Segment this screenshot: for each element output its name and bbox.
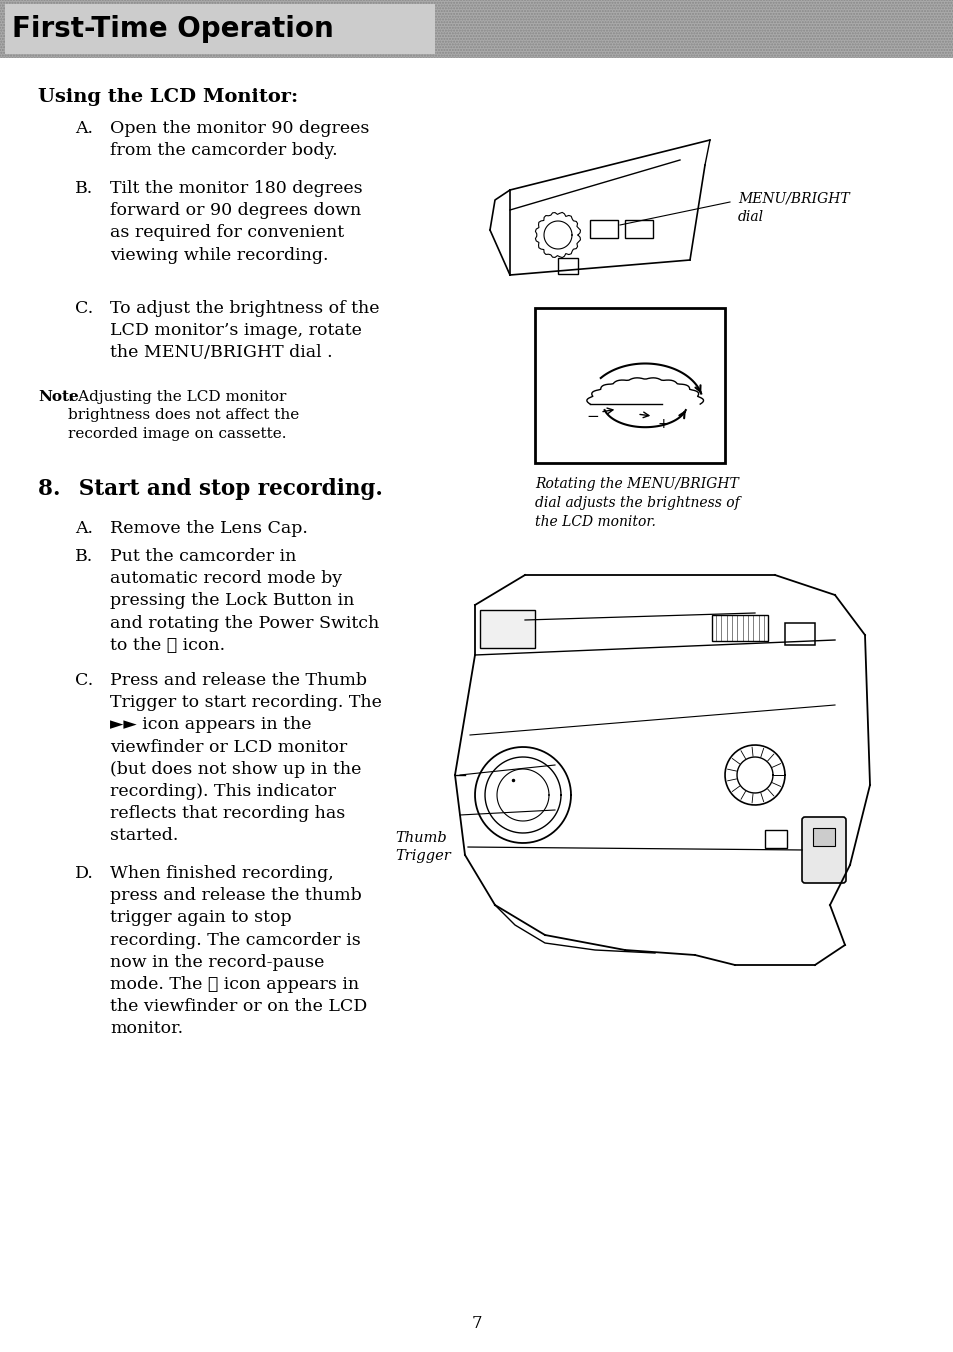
Text: D.: D.: [75, 865, 93, 882]
Text: Tilt the monitor 180 degrees
forward or 90 degrees down
as required for convenie: Tilt the monitor 180 degrees forward or …: [110, 180, 362, 264]
Text: Remove the Lens Cap.: Remove the Lens Cap.: [110, 521, 308, 537]
Text: Thumb
Trigger: Thumb Trigger: [395, 830, 450, 863]
Bar: [535, 308, 724, 462]
Text: 7: 7: [471, 1315, 482, 1332]
Text: +: +: [657, 418, 668, 431]
Text: Note: Note: [38, 389, 79, 404]
Text: When finished recording,
press and release the thumb
trigger again to stop
recor: When finished recording, press and relea…: [110, 865, 367, 1037]
Text: MENU/BRIGHT
dial: MENU/BRIGHT dial: [738, 192, 849, 224]
Text: C.: C.: [75, 672, 93, 690]
Bar: [812, 827, 834, 846]
Text: C.: C.: [75, 300, 93, 316]
Text: B.: B.: [75, 180, 93, 197]
Text: First-Time Operation: First-Time Operation: [12, 15, 334, 43]
Text: A.: A.: [75, 521, 92, 537]
Bar: [764, 830, 786, 848]
Bar: [624, 220, 652, 238]
Text: B.: B.: [75, 548, 93, 565]
Bar: [0, 0, 953, 58]
Text: 8.  Start and stop recording.: 8. Start and stop recording.: [38, 479, 382, 500]
FancyBboxPatch shape: [801, 817, 845, 883]
Bar: [0, 0, 953, 58]
Text: Using the LCD Monitor:: Using the LCD Monitor:: [38, 88, 297, 105]
Bar: [558, 258, 578, 274]
Text: −: −: [586, 408, 598, 423]
Text: Rotating the MENU/BRIGHT
dial adjusts the brightness of
the LCD monitor.: Rotating the MENU/BRIGHT dial adjusts th…: [535, 477, 739, 529]
Bar: [589, 220, 618, 238]
Text: To adjust the brightness of the
LCD monitor’s image, rotate
the MENU/BRIGHT dial: To adjust the brightness of the LCD moni…: [110, 300, 379, 361]
Bar: [5, 4, 435, 54]
Text: : Adjusting the LCD monitor
brightness does not affect the
recorded image on cas: : Adjusting the LCD monitor brightness d…: [68, 389, 299, 441]
Text: A.: A.: [75, 120, 92, 137]
Bar: [479, 610, 535, 648]
Text: Put the camcorder in
automatic record mode by
pressing the Lock Button in
and ro: Put the camcorder in automatic record mo…: [110, 548, 379, 654]
Text: Press and release the Thumb
Trigger to start recording. The
►► icon appears in t: Press and release the Thumb Trigger to s…: [110, 672, 381, 845]
Bar: [784, 623, 814, 645]
Text: Open the monitor 90 degrees
from the camcorder body.: Open the monitor 90 degrees from the cam…: [110, 120, 369, 160]
